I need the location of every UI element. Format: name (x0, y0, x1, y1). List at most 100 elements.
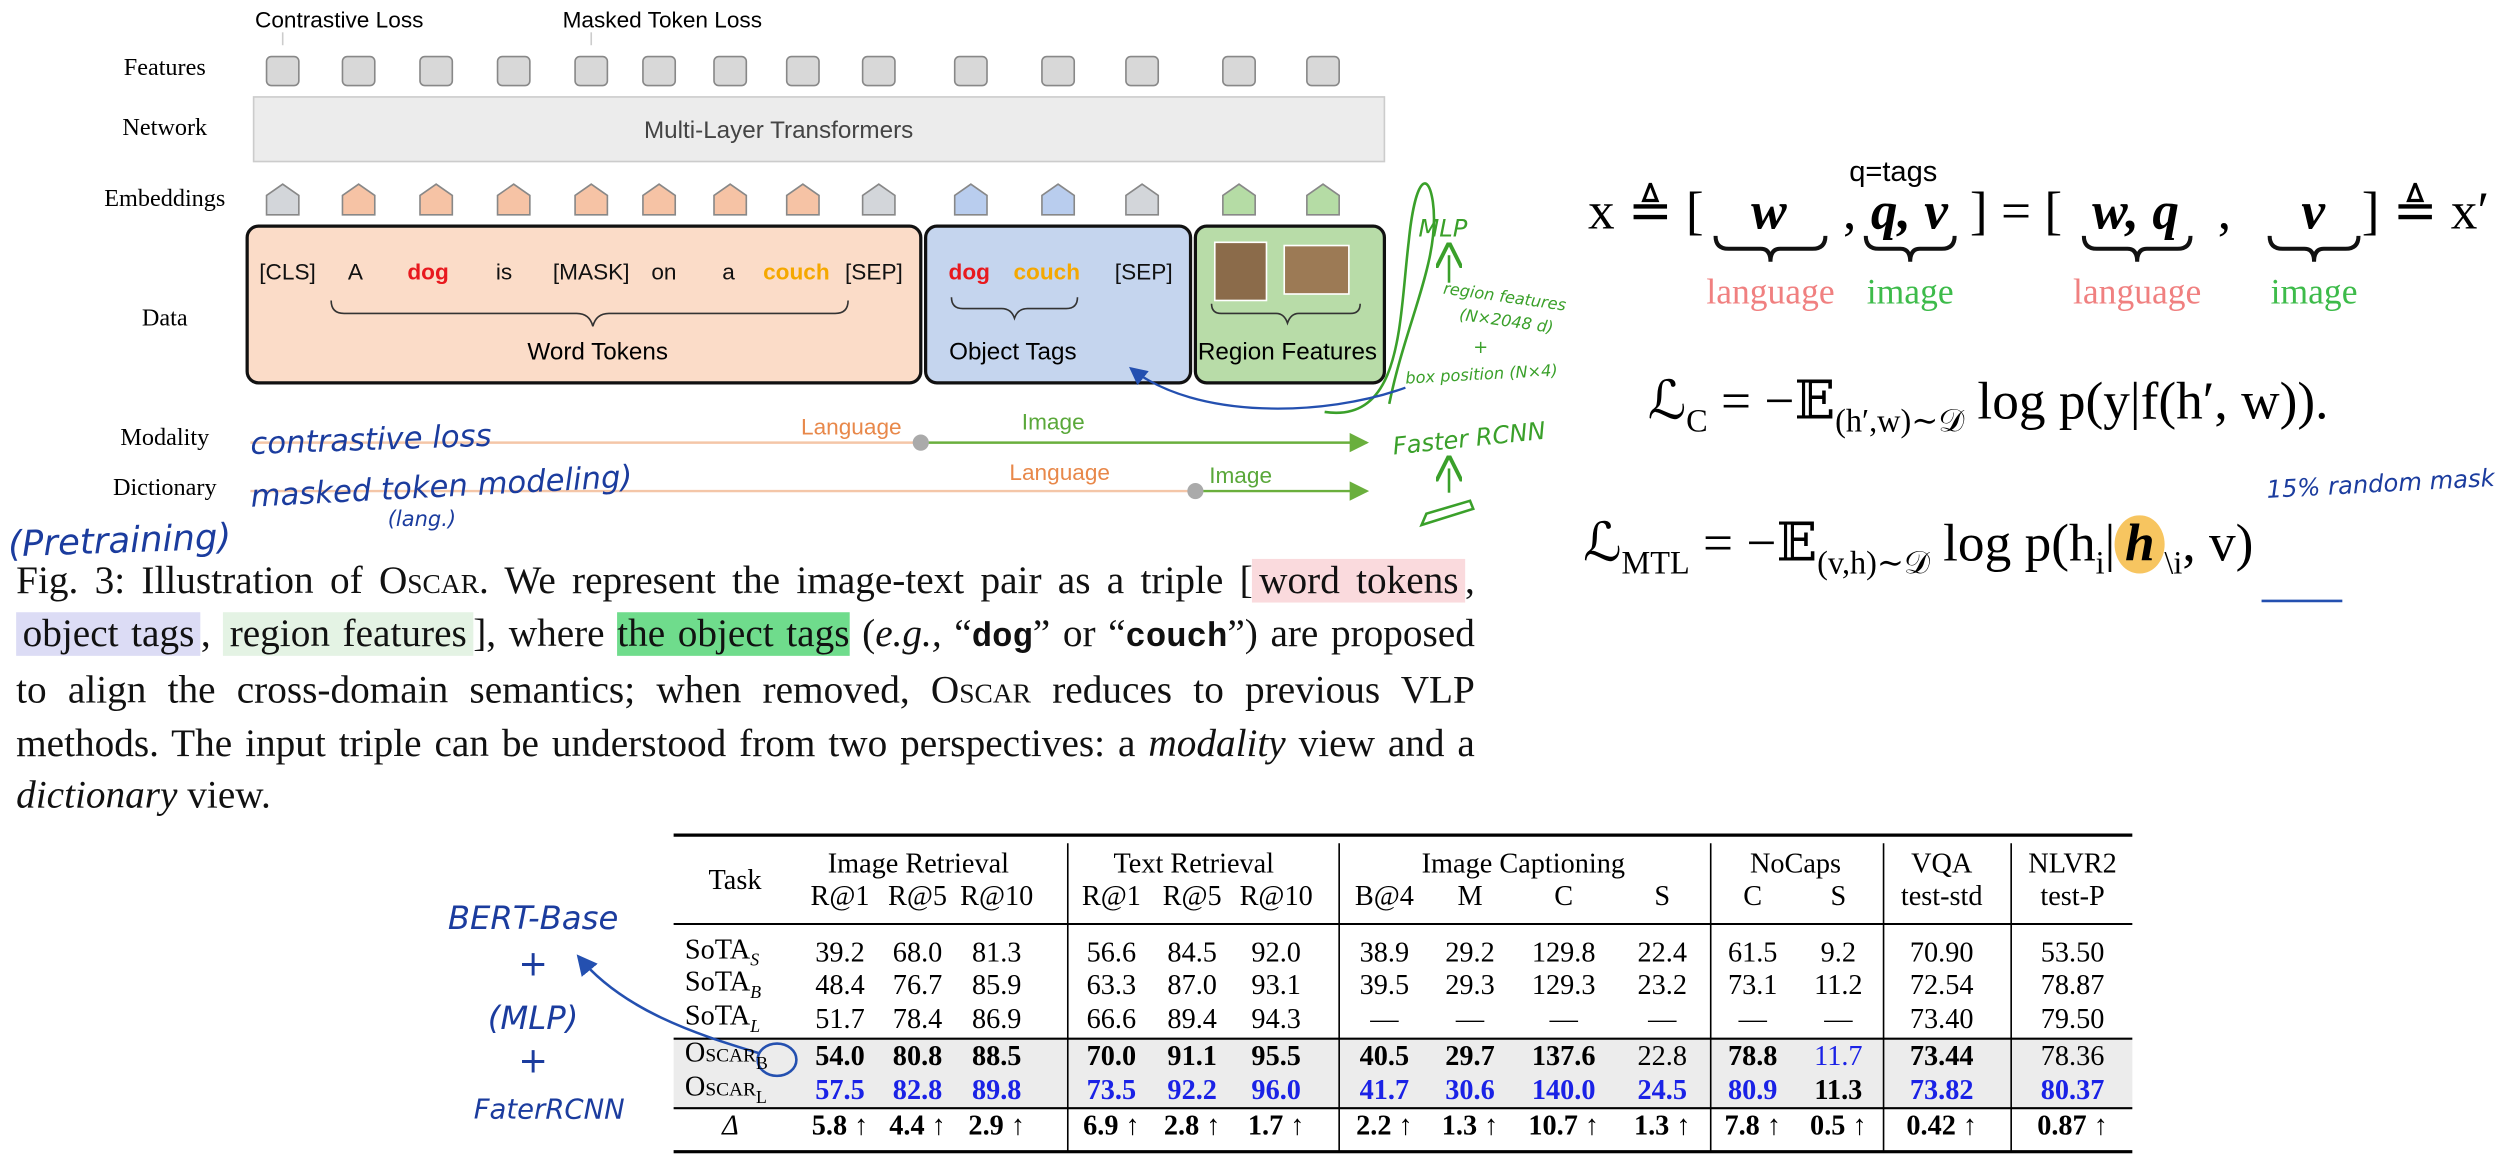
table-cell: 0.42 ↑ (1906, 1108, 1978, 1141)
table-header: Task (708, 863, 762, 896)
equation-part: MTL (1621, 546, 1690, 582)
table-cell: 80.9 (1727, 1073, 1778, 1106)
table-subheader: R@10 (1239, 879, 1313, 912)
table-cell: 87.0 (1167, 968, 1217, 1001)
equation-part: C (1686, 403, 1708, 440)
equation-part: (v,h)∼𝒟 (1817, 546, 1930, 582)
table-cell: 48.4 (815, 968, 865, 1001)
feature-node (574, 55, 609, 87)
underbrace (1713, 235, 1828, 262)
table-cell: 2.9 ↑ (968, 1108, 1025, 1141)
table-group-header: NoCaps (1749, 846, 1842, 880)
feature-node (1222, 55, 1256, 87)
network-box (252, 96, 1386, 163)
table-cell: — (1738, 1001, 1767, 1035)
embedding-node (785, 183, 820, 216)
table-cell: 40.5 (1359, 1039, 1410, 1072)
brace-label: image (1866, 271, 1954, 312)
table-cell: 89.4 (1167, 1001, 1217, 1035)
table-cell: 57.5 (815, 1073, 865, 1106)
equation-part: = −𝔼 (1707, 373, 1836, 432)
table-cell: 22.4 (1637, 935, 1687, 969)
table-cell: — (1549, 1001, 1578, 1035)
table-group-header: VQA (1911, 846, 1973, 880)
modality-label: Language (800, 413, 902, 440)
table-cell: 39.2 (815, 935, 865, 969)
table-group-header: NLVR2 (2028, 846, 2117, 880)
table-cell: 38.9 (1359, 935, 1410, 969)
table-subheader: R@5 (888, 879, 948, 912)
modality-dot (912, 434, 929, 451)
table-cell: 0.5 ↑ (1810, 1108, 1867, 1141)
table-cell: 70.0 (1086, 1039, 1137, 1072)
table-cell: 129.3 (1531, 968, 1596, 1001)
handwriting: (Pretraining) (7, 517, 233, 567)
table-cell: 92.0 (1251, 935, 1301, 969)
table-cell: 85.9 (971, 968, 1022, 1001)
table-cell: 89.8 (971, 1073, 1022, 1106)
table-cell: 11.7 (1814, 1039, 1863, 1072)
equation-part: ℒ (1583, 515, 1622, 574)
word-tokens-box (245, 224, 923, 385)
region-image (1283, 244, 1350, 295)
brace-label: image (2270, 271, 2358, 312)
feature-node (419, 55, 454, 87)
table-row-label: SoTAB (684, 964, 762, 1003)
object-tag: dog (948, 258, 990, 285)
row-subscript: B (750, 983, 762, 1003)
table-cell: 9.2 (1820, 935, 1856, 969)
caption-text: , (200, 611, 224, 656)
table-cell: 88.5 (971, 1039, 1022, 1072)
word-token: dog (407, 258, 449, 285)
table-subheader: test-std (1900, 879, 1983, 912)
table-cell: 54.0 (815, 1039, 865, 1072)
caption-text: , (1465, 558, 1475, 603)
table-cell: 6.9 ↑ (1083, 1108, 1140, 1141)
table-subheader: R@5 (1162, 879, 1222, 912)
embedding-node (265, 183, 300, 216)
equation-part: h (2115, 515, 2165, 574)
handwriting: FaterRCNN (473, 1094, 625, 1127)
table-row-label: SoTAS (684, 932, 760, 971)
table-group-header: Text Retrieval (1113, 846, 1275, 880)
table-cell: 78.87 (2040, 968, 2105, 1001)
caption-code: dog (971, 619, 1033, 657)
table-highlight (673, 1038, 2133, 1109)
box-label: Object Tags (949, 338, 1077, 366)
table-subheader: B@4 (1354, 879, 1414, 912)
equation-part: , (2217, 183, 2232, 242)
box-label: Word Tokens (527, 338, 668, 366)
table-cell: 1.7 ↑ (1247, 1108, 1305, 1141)
embedding-node (341, 183, 376, 216)
caption-text: Oscar (378, 558, 480, 603)
table-subheader: test-P (2040, 879, 2105, 912)
object-tag: [SEP] (1114, 258, 1173, 285)
embedding-node (861, 183, 896, 216)
caption-text: ], where (473, 611, 618, 656)
embedding-node (1222, 183, 1256, 216)
caption-text: ( (849, 611, 876, 656)
table-cell: 24.5 (1637, 1073, 1687, 1106)
word-token: is (495, 258, 513, 285)
handwriting: BERT-Base (447, 898, 619, 937)
table-row-label: OscarL (684, 1069, 767, 1108)
caption-text: Fig. 3: Illustration of (16, 558, 379, 603)
row-label: Data (141, 306, 188, 332)
table-cell: 63.3 (1086, 968, 1137, 1001)
equation-part: x ≜ [ (1587, 183, 1704, 242)
caption-text: e.g., (875, 611, 942, 656)
word-token: A (347, 258, 363, 285)
table-cell: 51.7 (815, 1001, 865, 1035)
embedding-node (574, 183, 609, 216)
word-token: [MASK] (552, 258, 630, 285)
network-label: Multi-Layer Transformers (643, 117, 914, 145)
table-cell: — (1824, 1001, 1853, 1035)
row-label: Modality (120, 425, 210, 452)
region-brace (1210, 303, 1361, 326)
table-cell: 39.5 (1359, 968, 1410, 1001)
table-cell: 1.3 ↑ (1441, 1108, 1499, 1141)
caption-text: ”) are proposed to align the cross-domai… (16, 611, 1475, 713)
feature-node (642, 55, 677, 87)
equation-part: (h′,w)∼𝒟 (1835, 403, 1965, 440)
